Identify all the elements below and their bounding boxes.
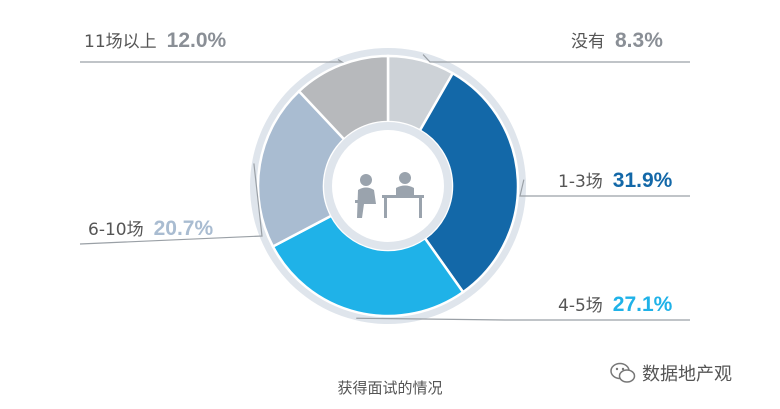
percent-label: 27.1% xyxy=(612,293,673,316)
category-label: 1-3场 xyxy=(558,172,603,192)
watermark: 数据地产观 xyxy=(610,360,732,386)
category-label: 6-10场 xyxy=(88,220,144,240)
wechat-icon xyxy=(610,362,636,383)
watermark-text: 数据地产观 xyxy=(642,364,732,385)
leader-line xyxy=(422,54,690,63)
leader-line xyxy=(356,317,690,321)
percent-label: 8.3% xyxy=(615,29,663,52)
percent-label: 31.9% xyxy=(612,169,673,192)
category-label: 11场以上 xyxy=(84,32,157,52)
percent-label: 12.0% xyxy=(166,29,227,52)
category-label: 没有 xyxy=(571,32,605,52)
leader-line xyxy=(79,163,263,245)
center-disc xyxy=(332,130,444,242)
interview-icon xyxy=(355,172,424,218)
label-6-10: 6-10场 20.7% xyxy=(88,218,213,239)
label-11-plus: 11场以上 12.0% xyxy=(84,30,226,51)
label-1-3: 1-3场 31.9% xyxy=(558,170,672,191)
label-4-5: 4-5场 27.1% xyxy=(558,294,672,315)
chart-caption: 获得面试的情况 xyxy=(337,379,443,397)
category-label: 4-5场 xyxy=(558,296,603,316)
leader-line xyxy=(519,179,690,197)
label-none: 没有 8.3% xyxy=(571,30,663,51)
donut-slice xyxy=(418,71,520,294)
leader-line xyxy=(80,59,345,63)
percent-label: 20.7% xyxy=(153,217,214,240)
